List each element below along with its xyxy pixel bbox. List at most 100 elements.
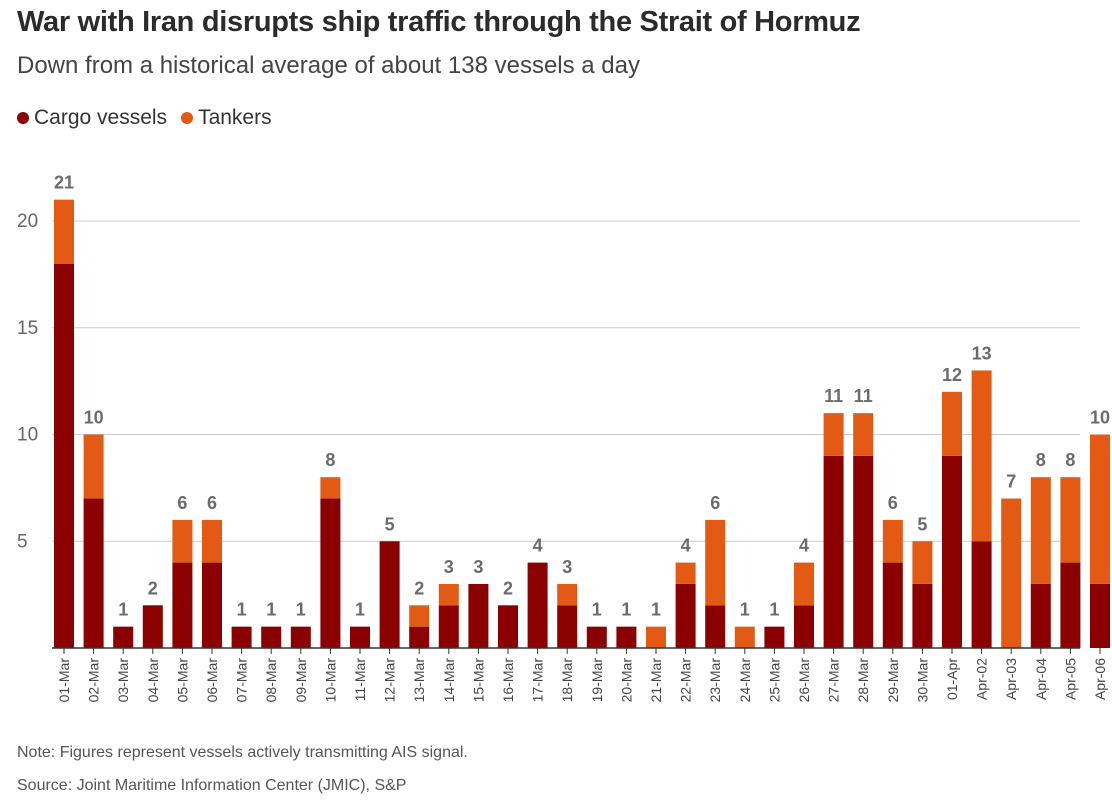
- bar-cargo-26-Mar: [794, 605, 814, 648]
- bar-cargo-19-Mar: [586, 626, 607, 648]
- bar-cargo-13-Mar: [409, 626, 430, 648]
- x-tick-label-14-Mar: 14-Mar: [441, 658, 457, 703]
- data-label-Apr-02: 13: [972, 343, 992, 363]
- x-tick-label-12-Mar: 12-Mar: [382, 658, 398, 703]
- legend-item-tankers: Tankers: [181, 106, 272, 130]
- x-tick-label-Apr-05: Apr-05: [1062, 658, 1078, 700]
- data-label-02-Mar: 10: [84, 408, 104, 428]
- data-label-03-Mar: 1: [118, 600, 128, 620]
- data-label-30-Mar: 5: [917, 514, 927, 534]
- x-tick-label-03-Mar: 03-Mar: [115, 658, 131, 703]
- data-label-23-Mar: 6: [710, 493, 720, 513]
- data-label-28-Mar: 11: [854, 386, 873, 406]
- x-tick-label-08-Mar: 08-Mar: [263, 658, 279, 703]
- x-tick-label-01-Apr: 01-Apr: [944, 658, 960, 700]
- legend-label-tankers: Tankers: [198, 106, 272, 129]
- data-label-19-Mar: 1: [592, 600, 602, 620]
- bar-tankers-23-Mar: [705, 519, 726, 606]
- data-label-Apr-03: 7: [1006, 472, 1016, 492]
- bar-tankers-13-Mar: [409, 605, 430, 627]
- bar-cargo-12-Mar: [379, 541, 400, 648]
- bar-cargo-03-Mar: [113, 626, 134, 648]
- bar-cargo-14-Mar: [438, 605, 459, 648]
- x-tick-label-22-Mar: 22-Mar: [678, 658, 694, 703]
- y-tick-label-5: 5: [17, 531, 28, 552]
- x-tick-label-07-Mar: 07-Mar: [234, 658, 250, 703]
- x-tick-label-10-Mar: 10-Mar: [322, 658, 338, 703]
- data-label-Apr-04: 8: [1036, 450, 1046, 470]
- data-label-18-Mar: 3: [562, 557, 572, 577]
- y-tick-label-20: 20: [17, 211, 38, 232]
- legend-label-cargo: Cargo vessels: [34, 106, 168, 129]
- x-tick-label-Apr-04: Apr-04: [1033, 658, 1049, 700]
- bar-cargo-01-Mar: [54, 263, 74, 648]
- x-tick-label-20-Mar: 20-Mar: [618, 658, 634, 703]
- x-tick-label-17-Mar: 17-Mar: [530, 658, 546, 703]
- x-tick-label-26-Mar: 26-Mar: [796, 658, 812, 703]
- data-label-07-Mar: 1: [237, 600, 247, 620]
- x-tick-label-Apr-03: Apr-03: [1003, 658, 1019, 700]
- x-tick-label-25-Mar: 25-Mar: [766, 658, 782, 703]
- x-tick-label-04-Mar: 04-Mar: [145, 658, 161, 703]
- bar-cargo-15-Mar: [468, 583, 489, 648]
- x-tick-label-06-Mar: 06-Mar: [204, 658, 220, 703]
- x-tick-label-23-Mar: 23-Mar: [707, 658, 723, 703]
- x-tick-label-02-Mar: 02-Mar: [86, 658, 102, 703]
- bar-cargo-27-Mar: [823, 455, 844, 648]
- bar-tankers-Apr-06: [1090, 434, 1110, 584]
- x-tick-label-30-Mar: 30-Mar: [914, 658, 930, 703]
- bar-cargo-08-Mar: [261, 626, 282, 648]
- x-tick-label-18-Mar: 18-Mar: [559, 658, 575, 703]
- bar-tankers-Apr-03: [1001, 498, 1022, 648]
- bar-tankers-14-Mar: [438, 583, 459, 606]
- bar-cargo-17-Mar: [527, 562, 548, 648]
- x-tick-label-01-Mar: 01-Mar: [56, 658, 72, 703]
- data-label-11-Mar: 1: [355, 600, 365, 620]
- data-label-15-Mar: 3: [473, 557, 483, 577]
- bar-tankers-28-Mar: [853, 413, 874, 456]
- data-label-24-Mar: 1: [740, 600, 750, 620]
- chart-subtitle: Down from a historical average of about …: [17, 52, 641, 79]
- bar-tankers-Apr-04: [1030, 477, 1051, 584]
- bar-cargo-Apr-06: [1090, 583, 1110, 648]
- bar-tankers-01-Mar: [54, 199, 74, 264]
- data-label-09-Mar: 1: [296, 600, 306, 620]
- x-tick-label-15-Mar: 15-Mar: [470, 658, 486, 703]
- bar-chart: 51015202101-Mar1002-Mar103-Mar204-Mar605…: [17, 173, 1110, 703]
- bar-cargo-10-Mar: [320, 498, 341, 648]
- x-tick-label-13-Mar: 13-Mar: [411, 658, 427, 703]
- bar-cargo-06-Mar: [202, 562, 222, 648]
- bar-tankers-02-Mar: [83, 434, 104, 499]
- x-tick-label-28-Mar: 28-Mar: [855, 658, 871, 703]
- bar-cargo-Apr-05: [1060, 562, 1081, 648]
- bar-cargo-16-Mar: [498, 605, 518, 648]
- legend: Cargo vessels Tankers: [17, 106, 286, 130]
- bar-tankers-18-Mar: [557, 583, 578, 606]
- x-tick-label-27-Mar: 27-Mar: [826, 658, 842, 703]
- bar-cargo-25-Mar: [764, 626, 785, 648]
- data-label-06-Mar: 6: [207, 493, 217, 513]
- x-tick-label-11-Mar: 11-Mar: [352, 658, 368, 702]
- bar-cargo-Apr-04: [1030, 583, 1051, 648]
- data-label-05-Mar: 6: [177, 493, 187, 513]
- bar-cargo-04-Mar: [142, 605, 163, 648]
- chart-title: War with Iran disrupts ship traffic thro…: [17, 6, 861, 38]
- data-label-26-Mar: 4: [799, 536, 809, 556]
- chart-source: Source: Joint Maritime Information Cente…: [17, 777, 407, 794]
- data-label-27-Mar: 11: [824, 386, 843, 406]
- bar-cargo-22-Mar: [675, 583, 696, 648]
- data-label-01-Mar: 21: [54, 173, 74, 193]
- y-tick-label-10: 10: [17, 425, 38, 446]
- bar-cargo-09-Mar: [290, 626, 311, 648]
- chart-note: Note: Figures represent vessels actively…: [17, 744, 468, 761]
- data-label-22-Mar: 4: [681, 536, 691, 556]
- bar-cargo-23-Mar: [705, 605, 726, 648]
- bar-tankers-Apr-02: [971, 370, 992, 542]
- bar-tankers-05-Mar: [172, 519, 193, 563]
- bar-cargo-07-Mar: [231, 626, 252, 648]
- data-label-Apr-06: 10: [1090, 408, 1110, 428]
- data-label-04-Mar: 2: [148, 578, 158, 598]
- y-tick-label-15: 15: [17, 318, 38, 339]
- legend-swatch-tankers: [181, 112, 194, 124]
- bar-tankers-27-Mar: [823, 413, 844, 456]
